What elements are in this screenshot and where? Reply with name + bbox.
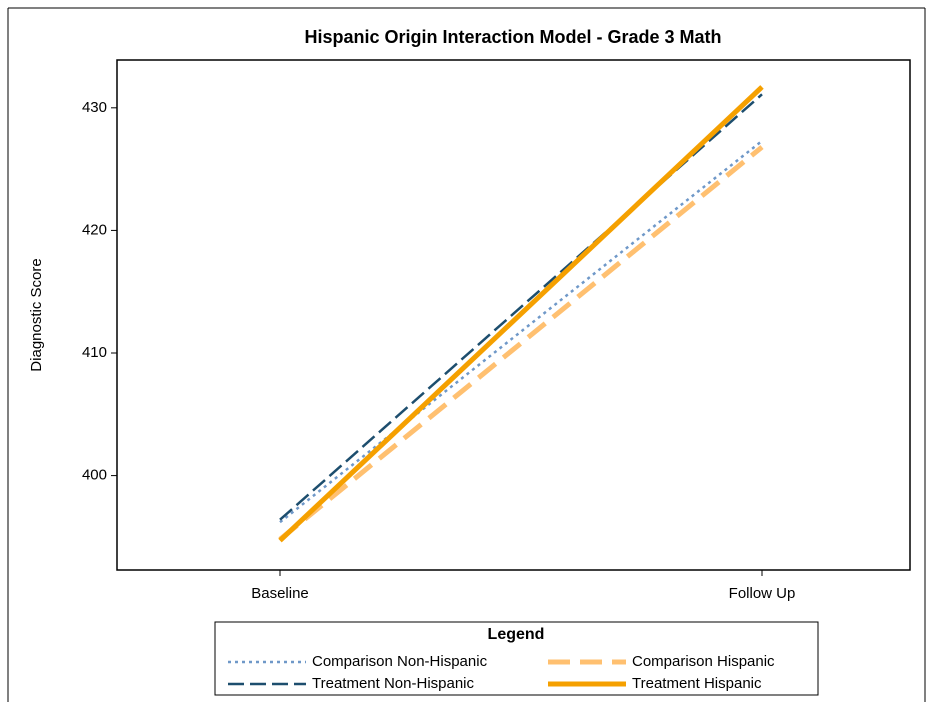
legend-box — [214, 621, 819, 696]
x-tick-label: Follow Up — [729, 585, 796, 602]
series-line — [278, 145, 764, 542]
y-tick-label: 400 — [82, 467, 107, 484]
series-line — [279, 139, 763, 524]
y-tick-label: 430 — [82, 99, 107, 116]
plot-area — [116, 59, 911, 571]
y-tick-label: 410 — [82, 344, 107, 361]
y-axis-label: Diagnostic Score — [28, 258, 45, 371]
series-line — [278, 85, 764, 543]
x-tick-label: Baseline — [251, 585, 309, 602]
y-tick-label: 420 — [82, 221, 107, 238]
legend-label: Treatment Hispanic — [632, 675, 762, 692]
legend-label: Comparison Hispanic — [632, 653, 775, 670]
legend-label: Treatment Non-Hispanic — [312, 675, 475, 692]
legend-label: Comparison Non-Hispanic — [312, 653, 488, 670]
legend-title: Legend — [488, 626, 545, 643]
chart-title: Hispanic Origin Interaction Model - Grad… — [304, 27, 721, 47]
